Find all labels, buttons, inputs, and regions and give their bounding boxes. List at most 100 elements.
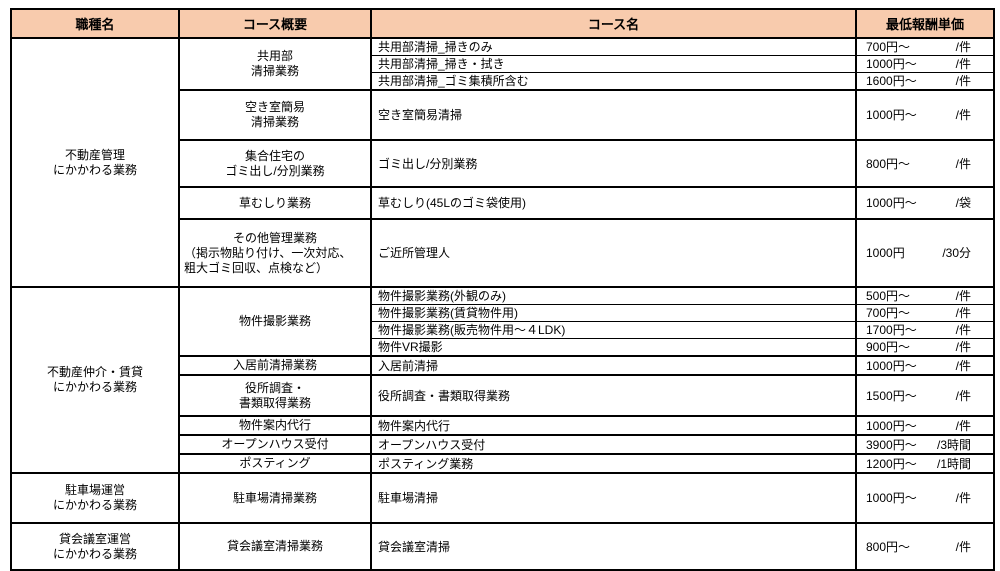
overview-cell: オープンハウス受付 <box>178 434 372 455</box>
overview-line: ポスティング <box>239 456 311 470</box>
price-pair: 700円～ /件 <box>857 40 993 54</box>
overview-line: 集合住宅の <box>244 148 305 163</box>
price-cell: 500円～ /件 <box>855 286 995 305</box>
job-line: にかかわる業務 <box>52 380 137 394</box>
price-pair: 900円～ /件 <box>857 340 993 354</box>
price-cell: 700円～ /件 <box>855 37 995 56</box>
overview-line: 物件案内代行 <box>238 418 311 432</box>
price-unit: /件 <box>955 388 971 403</box>
table-row: 役所調査・ 書類取得業務 役所調査・書類取得業務 1500円～/件 <box>11 374 995 417</box>
price-cell: 700円～ /件 <box>855 304 995 322</box>
overview-line: 入居前清掃業務 <box>232 358 317 372</box>
job-cell: 貸会議室運営 にかかわる業務 <box>10 522 180 571</box>
price-unit: /件 <box>955 340 971 354</box>
price-cell: 1000円～ /件 <box>855 355 995 376</box>
course-name-cell: ゴミ出し/分別業務 <box>370 139 857 188</box>
course-name-cell: 物件撮影業務(販売物件用～４LDK) <box>370 321 857 339</box>
overview-line: 役所調査・ <box>244 380 305 395</box>
price-value: 1000円～ <box>866 358 917 373</box>
price-pair: 1000円～ /件 <box>857 108 993 122</box>
overview-line: 物件撮影業務 <box>238 314 311 328</box>
table-row: 物件VR撮影 900円～ /件 <box>11 338 995 357</box>
price-cell: 1500円～ /件 <box>855 374 995 417</box>
price-pair: 3900円～ /3時間 <box>857 438 993 452</box>
table-row: 物件撮影業務(賃貸物件用) 700円～ /件 <box>11 304 995 322</box>
job-line: にかかわる業務 <box>52 546 137 561</box>
price-value: 1600円～ <box>866 74 917 88</box>
overview-line: その他管理業務 <box>232 230 317 245</box>
course-name-cell: 共用部清掃_ゴミ集積所含む <box>370 72 857 91</box>
overview-cell: 駐車場清掃業務 <box>178 472 372 524</box>
column-header-overview: コース概要 <box>178 8 372 39</box>
price-value: 3900円～ <box>866 437 917 452</box>
price-value: 1000円～ <box>866 196 917 210</box>
price-value: 800円～ <box>866 156 911 171</box>
price-cell: 1700円～ /件 <box>855 321 995 339</box>
table-row: オープンハウス受付 オープンハウス受付 3900円～ /3時間 <box>11 434 995 455</box>
price-unit: /件 <box>955 418 971 433</box>
overview-line: 貸会議室清掃業務 <box>226 539 323 553</box>
price-pair: 1000円～ /件 <box>857 359 993 373</box>
price-value: 1000円 <box>866 246 905 260</box>
price-pair: 800円～ /件 <box>857 157 993 171</box>
overview-line: （掲示物貼り付け、一次対応、 <box>184 245 352 260</box>
price-value: 800円～ <box>866 539 911 554</box>
course-name-cell: ポスティング業務 <box>370 453 857 474</box>
table-row: その他管理業務 （掲示物貼り付け、一次対応、 粗大ゴミ回収、点検など） ご近所管理人 1… <box>11 218 995 288</box>
header-row: 職種名 コース概要 コース名 最低報酬単価 <box>10 8 995 39</box>
overview-cell: その他管理業務 （掲示物貼り付け、一次対応、 粗大ゴミ回収、点検など） <box>178 218 372 288</box>
table-row: 不動産仲介・賃貸 にかかわる業務 物件撮影業務 物件撮影業務(外観のみ) 500円～ /件 <box>10 286 995 474</box>
overview-cell: ポスティング <box>178 453 372 474</box>
price-value: 1000円～ <box>866 418 917 433</box>
overview-line: 清掃業務 <box>250 115 299 129</box>
price-cell: 800円～ /件 <box>855 522 995 571</box>
course-name-cell: 物件撮影業務(賃貸物件用) <box>370 304 857 322</box>
price-value: 500円～ <box>866 289 911 303</box>
overview-cell: 共用部 清掃業務 <box>178 37 372 91</box>
course-name-cell: 物件VR撮影 <box>370 338 857 357</box>
price-value: 900円～ <box>866 340 911 354</box>
price-unit: /3時間 <box>936 437 971 452</box>
job-line: 不動産仲介・賃貸 <box>46 365 143 379</box>
price-unit: /件 <box>955 289 971 303</box>
overview-cell: 物件案内代行 <box>178 415 372 436</box>
overview-cell: 役所調査・ 書類取得業務 <box>178 374 372 417</box>
course-name-cell: 共用部清掃_掃き・拭き <box>370 55 857 73</box>
column-header-job: 職種名 <box>10 8 180 39</box>
price-pair: 1700円～ /件 <box>857 323 993 337</box>
job-cell: 不動産管理 にかかわる業務 <box>10 37 180 288</box>
price-unit: /件 <box>955 74 971 88</box>
table-row: 駐車場運営 にかかわる業務 駐車場清掃業務 駐車場清掃 1000円～ /件 <box>10 472 995 524</box>
pricing-table: 職種名 コース概要 コース名 最低報酬単価 不動産管理 にかかわる業務 共用部 清掃業… <box>10 8 995 571</box>
price-unit: /件 <box>955 40 971 54</box>
overview-cell: 貸会議室清掃業務 <box>178 522 372 571</box>
overview-line: 草むしり業務 <box>238 195 311 210</box>
price-unit: /件 <box>955 156 971 171</box>
price-unit: /袋 <box>955 196 971 210</box>
overview-cell: 物件撮影業務 <box>178 286 372 357</box>
job-line: にかかわる業務 <box>52 162 137 177</box>
price-cell: 1200円～ /1時間 <box>855 453 995 474</box>
course-name-cell: 草むしり(45Lのゴミ袋使用) <box>370 186 857 220</box>
overview-line: ゴミ出し/分別業務 <box>225 163 325 178</box>
price-cell: 900円～ /件 <box>855 338 995 357</box>
price-pair: 800円～ /件 <box>857 540 993 554</box>
price-pair: 1000円～ /件 <box>857 57 993 71</box>
table-row: 草むしり業務 草むしり(45Lのゴミ袋使用) 1000円～ /袋 <box>11 186 995 220</box>
price-unit: /件 <box>955 491 971 505</box>
price-value: 1000円～ <box>866 108 917 122</box>
overview-line: 空き室簡易 <box>244 100 305 114</box>
price-cell: 1000円～ /件 <box>855 55 995 73</box>
price-pair: 1500円～ /件 <box>857 389 993 403</box>
table-body: 不動産管理 にかかわる業務 共用部 清掃業務 共用部清掃_掃きのみ 700円～/件 共用部清… <box>10 37 995 571</box>
price-pair: 1000円/30分 <box>857 246 993 260</box>
price-pair: 700円～ /件 <box>857 306 993 320</box>
price-unit: /件 <box>955 323 971 337</box>
job-line: 不動産管理 <box>64 147 125 162</box>
table-row: 不動産管理 にかかわる業務 共用部 清掃業務 共用部清掃_掃きのみ 700円～/件 <box>10 37 995 288</box>
course-name-cell: 空き室簡易清掃 <box>370 89 857 141</box>
overview-cell: 空き室簡易 清掃業務 <box>178 89 372 141</box>
job-cell: 駐車場運営 にかかわる業務 <box>10 472 180 524</box>
course-name-cell: 入居前清掃 <box>370 355 857 376</box>
table-row: 空き室簡易 清掃業務 空き室簡易清掃 1000円～/件 <box>11 89 995 141</box>
